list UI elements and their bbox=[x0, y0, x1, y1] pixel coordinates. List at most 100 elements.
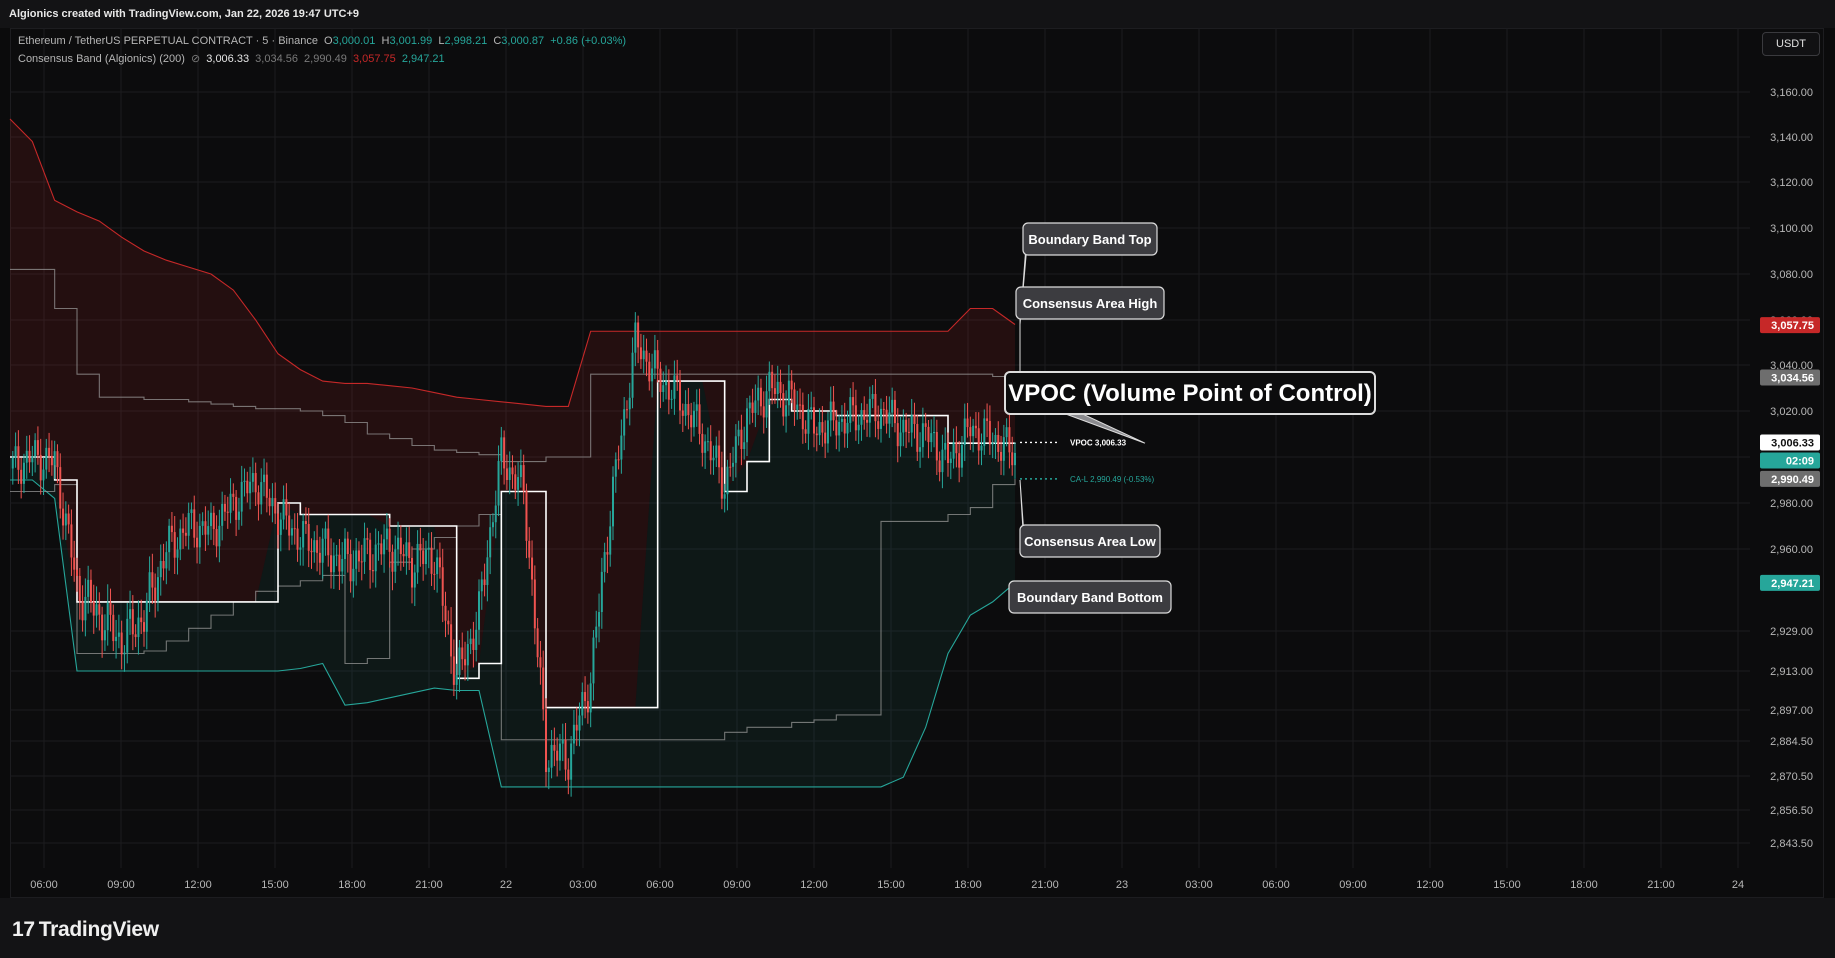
candle-body bbox=[787, 380, 790, 406]
candle-body bbox=[475, 629, 478, 650]
candle-body bbox=[620, 435, 623, 460]
candle-body bbox=[491, 522, 494, 528]
y-tick-label: 2,929.00 bbox=[1770, 626, 1813, 638]
candle-body bbox=[162, 560, 165, 569]
candle-body bbox=[78, 575, 81, 602]
candle-body bbox=[168, 525, 171, 553]
candle-body bbox=[718, 445, 721, 468]
candle-body bbox=[304, 521, 307, 525]
candle-body bbox=[215, 529, 218, 547]
candle-body bbox=[148, 572, 151, 601]
candle-body bbox=[941, 449, 944, 473]
candle-body bbox=[676, 375, 679, 381]
candle-body bbox=[545, 709, 547, 773]
candle-body bbox=[204, 521, 207, 535]
candle-body bbox=[184, 532, 187, 536]
candle-body bbox=[338, 554, 341, 572]
x-tick-label: 09:00 bbox=[723, 879, 751, 891]
candle-body bbox=[840, 418, 843, 422]
candle-body bbox=[866, 419, 869, 423]
candle-body bbox=[374, 544, 377, 572]
candle-body bbox=[796, 404, 799, 410]
candle-body bbox=[103, 630, 106, 641]
indicator-name[interactable]: Consensus Band (Algionics) (200) bbox=[18, 53, 185, 65]
candle-body bbox=[776, 381, 779, 395]
candle-body bbox=[399, 537, 402, 555]
candle-body bbox=[625, 409, 628, 411]
tradingview-logo[interactable]: 17 TradingView bbox=[12, 918, 159, 942]
candle-body bbox=[567, 769, 570, 780]
candle-body bbox=[67, 513, 70, 525]
candle-body bbox=[517, 477, 520, 490]
candle-body bbox=[913, 415, 916, 424]
candle-body bbox=[799, 404, 802, 406]
candle-body bbox=[771, 371, 774, 389]
candle-body bbox=[50, 455, 53, 466]
candle-body bbox=[994, 434, 997, 443]
candle-body bbox=[754, 400, 757, 413]
candle-body bbox=[550, 744, 553, 768]
tradingview-logo-text: TradingView bbox=[38, 918, 159, 941]
candle-body bbox=[751, 402, 754, 413]
legend-symbol[interactable]: Ethereum / TetherUS PERPETUAL CONTRACT ·… bbox=[18, 35, 318, 47]
candle-body bbox=[193, 509, 196, 538]
candle-body bbox=[22, 462, 25, 484]
candle-body bbox=[695, 404, 698, 411]
eye-off-icon[interactable]: ⊘ bbox=[190, 53, 201, 65]
candle-body bbox=[723, 494, 726, 499]
candle-body bbox=[863, 410, 866, 420]
candle-body bbox=[854, 405, 857, 431]
candle-body bbox=[991, 442, 994, 445]
candle-body bbox=[821, 422, 824, 433]
candle-body bbox=[885, 409, 888, 424]
candle-body bbox=[430, 547, 433, 574]
candle-body bbox=[921, 423, 924, 448]
candle-body bbox=[706, 441, 709, 443]
candle-body bbox=[595, 626, 598, 638]
y-tick-label: 3,020.00 bbox=[1770, 406, 1813, 418]
candle-body bbox=[235, 496, 238, 520]
candle-body bbox=[924, 423, 927, 427]
candle-body bbox=[603, 552, 606, 572]
candle-body bbox=[972, 425, 975, 437]
candle-body bbox=[87, 579, 90, 597]
candle-body bbox=[757, 387, 760, 401]
candle-body bbox=[268, 497, 271, 507]
candle-body bbox=[106, 602, 109, 631]
x-tick-label: 12:00 bbox=[184, 879, 212, 891]
candle-body bbox=[28, 450, 31, 463]
candle-body bbox=[810, 407, 813, 410]
candle-body bbox=[70, 524, 73, 558]
callout-label: Boundary Band Top bbox=[1028, 232, 1151, 247]
legend-open-label: O bbox=[324, 35, 333, 47]
candle-body bbox=[355, 550, 358, 569]
candle-body bbox=[628, 397, 631, 410]
candle-body bbox=[282, 499, 285, 520]
candle-body bbox=[955, 442, 958, 454]
candle-body bbox=[89, 579, 92, 602]
candle-body bbox=[966, 418, 969, 428]
candle-body bbox=[692, 410, 695, 428]
candle-body bbox=[307, 524, 310, 551]
candle-body bbox=[500, 437, 503, 462]
candle-body bbox=[813, 407, 815, 434]
candle-body bbox=[45, 447, 48, 470]
candle-body bbox=[327, 528, 330, 556]
candle-body bbox=[237, 511, 240, 520]
candle-body bbox=[277, 513, 279, 535]
candle-body bbox=[296, 528, 299, 550]
candle-body bbox=[528, 540, 531, 558]
x-tick-label: 15:00 bbox=[1493, 879, 1521, 891]
candle-body bbox=[807, 409, 810, 434]
currency-button[interactable]: USDT bbox=[1762, 32, 1820, 56]
candle-body bbox=[659, 368, 662, 392]
candle-body bbox=[137, 617, 140, 638]
candle-body bbox=[299, 547, 302, 550]
candle-body bbox=[424, 549, 427, 565]
y-tick-label: 3,040.00 bbox=[1770, 360, 1813, 372]
chart-pane[interactable] bbox=[10, 28, 1824, 898]
candle-body bbox=[179, 528, 182, 550]
candle-body bbox=[882, 408, 885, 410]
price-label: 3,006.33 bbox=[1771, 437, 1814, 449]
